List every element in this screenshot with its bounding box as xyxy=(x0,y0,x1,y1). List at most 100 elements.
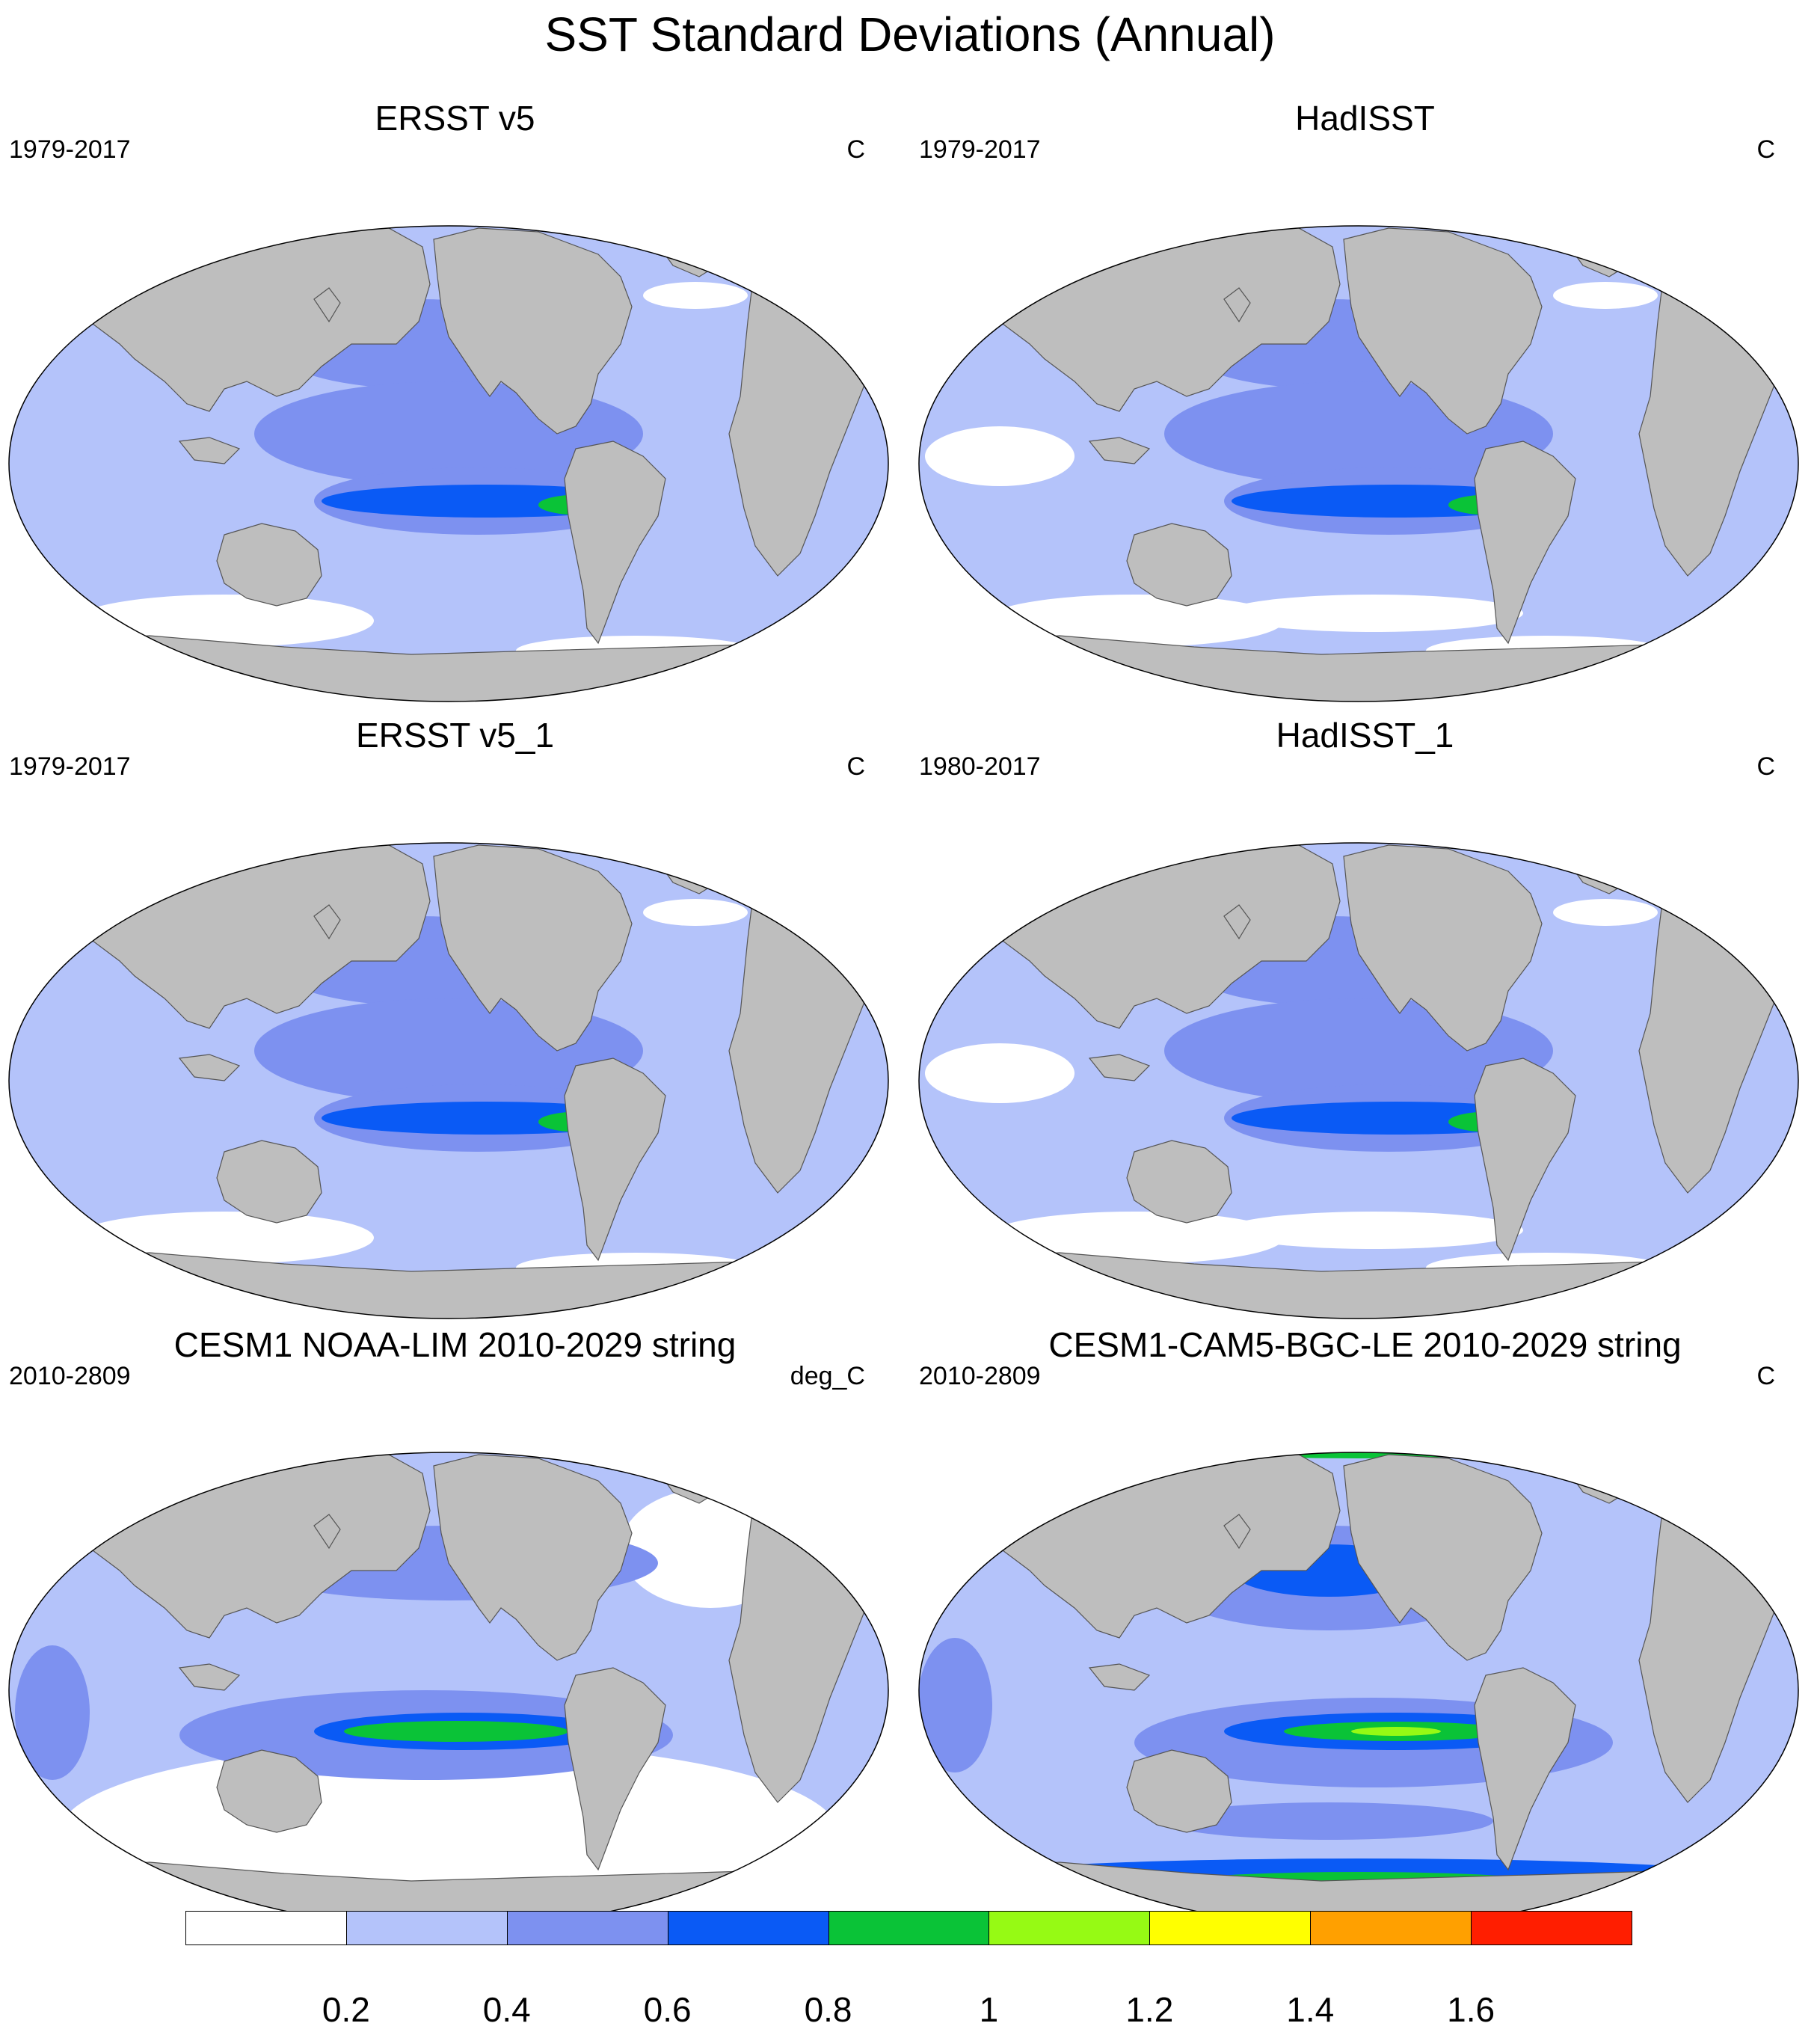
colorbar-label: 1.6 xyxy=(1447,1990,1495,2029)
landmass-seAsia xyxy=(1088,1663,1151,1691)
panel-units: deg_C xyxy=(790,1362,865,1390)
landmass-seAsia xyxy=(1088,1054,1151,1081)
panel-years: 1979-2017 xyxy=(919,135,1041,164)
landmass-australia xyxy=(1126,523,1232,607)
landmass-australia xyxy=(216,1140,322,1224)
panel-years: 1979-2017 xyxy=(9,135,131,164)
colorbar-box xyxy=(1471,1911,1632,1945)
map-panel: CESM1 NOAA-LIM 2010-2029 string 2010-2809… xyxy=(0,1324,910,1941)
map-outline xyxy=(8,842,889,1319)
landmass-southAmerica xyxy=(564,1667,666,1871)
landmass-northAmerica xyxy=(433,227,633,435)
panel-title: CESM1-CAM5-BGC-LE 2010-2029 string xyxy=(1048,1325,1682,1364)
sst-contour xyxy=(1224,1212,1523,1249)
panel-title: ERSST v5 xyxy=(375,99,535,138)
colorbar-box xyxy=(989,1911,1151,1945)
colorbar xyxy=(185,1911,1632,1945)
panel-years: 1980-2017 xyxy=(919,752,1041,781)
landmass-seAsia xyxy=(1088,437,1151,464)
robinson-map xyxy=(918,1406,1799,1929)
panel-units: C xyxy=(846,135,865,164)
landmass-seAsia xyxy=(178,1054,241,1081)
landmass-japan xyxy=(313,1514,341,1550)
sst-contour xyxy=(1067,1452,1650,1458)
sst-contour xyxy=(15,1645,90,1780)
panel-units: C xyxy=(846,752,865,781)
colorbar-label: 1 xyxy=(979,1990,999,2029)
sst-contour xyxy=(1553,282,1658,309)
sst-contour xyxy=(1224,595,1523,632)
landmass-southAmerica xyxy=(1474,441,1576,645)
map-panel: CESM1-CAM5-BGC-LE 2010-2029 string 2010-2… xyxy=(910,1324,1820,1941)
landmass-northAmerica xyxy=(1343,1454,1543,1661)
landmass-seAsia xyxy=(178,437,241,464)
landmass-southAmerica xyxy=(564,1058,666,1262)
panel-title: ERSST v5_1 xyxy=(355,716,555,755)
sst-contour xyxy=(1351,1727,1441,1736)
landmass-australia xyxy=(216,1749,322,1833)
sst-contour xyxy=(1071,1439,1123,1451)
sst-contour xyxy=(643,282,748,309)
panel-years: 2010-2809 xyxy=(9,1362,131,1390)
robinson-map xyxy=(8,225,889,702)
panel-title: HadISST xyxy=(1295,99,1435,138)
map-panel: HadISST 1979-2017 C xyxy=(910,97,1820,714)
colorbar-label: 1.2 xyxy=(1125,1990,1174,2029)
sst-contour xyxy=(925,1043,1075,1103)
robinson-map xyxy=(918,225,1799,702)
landmass-seAsia xyxy=(178,1663,241,1691)
colorbar-label: 1.4 xyxy=(1286,1990,1335,2029)
colorbar-label: 0.6 xyxy=(643,1990,692,2029)
landmass-japan xyxy=(1223,1514,1251,1550)
sst-contour xyxy=(1553,899,1658,926)
landmass-southAmerica xyxy=(564,441,666,645)
sst-contour xyxy=(75,595,374,647)
map-outline xyxy=(918,842,1799,1319)
robinson-map xyxy=(8,1452,889,1929)
landmass-australia xyxy=(1126,1140,1232,1224)
map-panel: ERSST v5 1979-2017 C xyxy=(0,97,910,714)
sst-contour xyxy=(1164,1802,1493,1840)
landmass-japan xyxy=(313,904,341,940)
map-outline xyxy=(918,225,1799,702)
landmass-northAmerica xyxy=(1343,844,1543,1052)
landmass-northAmerica xyxy=(433,1454,633,1661)
sst-contour xyxy=(919,1638,992,1772)
colorbar-box xyxy=(185,1911,347,1945)
landmass-northAmerica xyxy=(1343,227,1543,435)
landmass-southAmerica xyxy=(1474,1058,1576,1262)
colorbar-box xyxy=(1310,1911,1472,1945)
map-outline xyxy=(8,225,889,702)
robinson-map xyxy=(918,842,1799,1319)
landmass-japan xyxy=(1223,904,1251,940)
landmass-japan xyxy=(1223,287,1251,323)
sst-contour xyxy=(1089,1406,1508,1451)
colorbar-box xyxy=(506,1911,668,1945)
panel-units: C xyxy=(1756,135,1775,164)
robinson-map xyxy=(8,842,889,1319)
panel-title: HadISST_1 xyxy=(1276,716,1454,755)
panel-title: CESM1 NOAA-LIM 2010-2029 string xyxy=(173,1325,737,1364)
landmass-australia xyxy=(1126,1749,1232,1833)
map-panel: HadISST_1 1980-2017 C xyxy=(910,714,1820,1331)
colorbar-box xyxy=(828,1911,990,1945)
colorbar-label: 0.4 xyxy=(482,1990,531,2029)
sst-contour xyxy=(75,1212,374,1264)
panel-years: 1979-2017 xyxy=(9,752,131,781)
colorbar-label: 0.8 xyxy=(804,1990,852,2029)
panel-units: C xyxy=(1756,1362,1775,1390)
panel-units: C xyxy=(1756,752,1775,781)
sst-contour xyxy=(344,1721,568,1742)
landmass-japan xyxy=(313,287,341,323)
landmass-southAmerica xyxy=(1474,1667,1576,1871)
sst-contour xyxy=(985,1212,1284,1264)
landmass-australia xyxy=(216,523,322,607)
sst-contour xyxy=(643,899,748,926)
map-panel: ERSST v5_1 1979-2017 C xyxy=(0,714,910,1331)
sst-contour xyxy=(925,426,1075,486)
colorbar-box xyxy=(1149,1911,1312,1945)
panel-years: 2010-2809 xyxy=(919,1362,1041,1390)
sst-contour xyxy=(985,595,1284,647)
colorbar-label: 0.2 xyxy=(322,1990,370,2029)
colorbar-box xyxy=(667,1911,829,1945)
